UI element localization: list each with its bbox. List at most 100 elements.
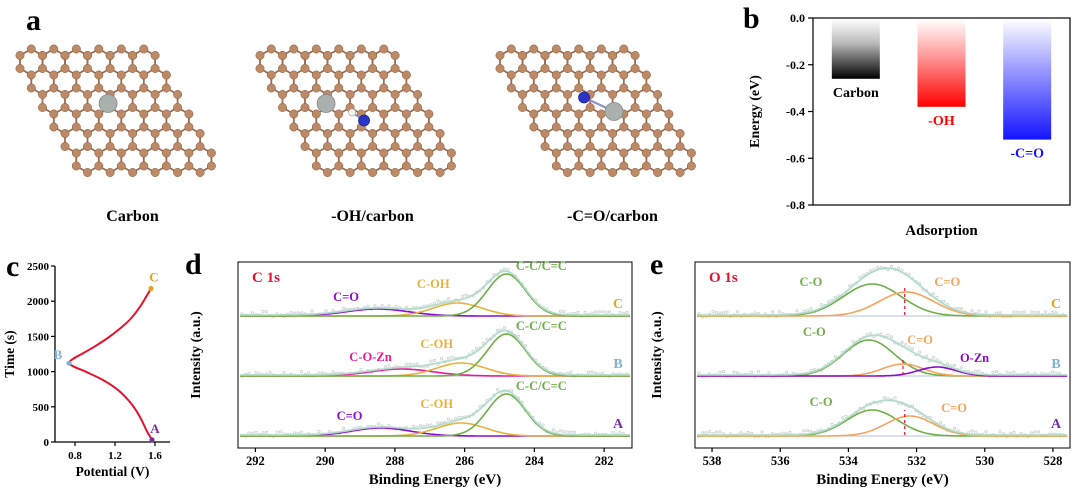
peak-label-C=O: C=O [941,401,967,415]
raw-data-dots-C [697,265,1065,319]
trace-label-C: C [1051,297,1061,312]
peak-label-C=O: C=O [333,290,359,304]
xps-xtick: 538 [703,454,722,468]
panel-e-letter: e [650,248,664,281]
peak-label-C-C/C=C: C-C/C=C [516,259,567,273]
xps-xtick: 530 [975,454,994,468]
lattice-bonds [19,48,213,174]
c-ylabel: Time (s) [2,330,17,377]
c-ytick: 1000 [27,367,50,379]
peak-label-C-O: C-O [810,395,833,409]
energy-bar-3 [1003,19,1052,140]
peak-label-C-O-Zn: C-O-Zn [349,350,391,364]
raw-data-dots-C [240,267,629,319]
c-xlabel: Potential (V) [76,464,150,479]
peak-C-C=O [697,291,1067,317]
trace-label-C: C [613,297,623,312]
xps-xtick: 284 [525,454,545,468]
b-ytick: -0.2 [786,58,805,72]
time-potential-chart: 0 500 1000 1500 2000 2500 0.8 1.2 1.6 A B C Potentia… [2,261,170,479]
panel-a-letter: a [26,4,41,37]
structure-co-carbon [495,44,696,177]
peak-label-C=O: C=O [907,333,933,347]
xps-xtick: 534 [839,454,859,468]
structure-oh-carbon [255,44,456,177]
peak-C-C-C/C=C [240,273,630,317]
c-xtick: 1.6 [148,450,162,462]
marker-label-C: C [149,270,158,285]
panel-d-letter: d [185,248,202,281]
c-ytick: 500 [33,402,50,414]
xps-frame [694,261,1071,449]
atom-Zn [98,94,118,113]
lattice-atoms [15,44,216,177]
xps-xtick: 286 [455,454,474,468]
b-ytick: -0.6 [786,151,805,165]
structure-carbon [15,44,216,177]
panel-a: a Carbon -OH/carbon -C=O/carbon [0,0,735,250]
raw-data-dots-B [697,332,1065,379]
o1s-xps-chart: 538 536 534 532 530 528 Binding Energy (eV) Int… [650,261,1071,488]
xps-xtick: 536 [771,454,790,468]
lattice-bonds [259,48,453,174]
panel-d: d 292 290 288 286 284 282 Binding Energy (eV) I… [180,250,645,498]
c-ytick: 2500 [27,261,50,273]
envelope-C [697,267,1067,316]
c-ytick: 0 [44,437,50,449]
lattice-bonds [499,48,693,174]
b-xlabel: Adsorption [905,223,978,239]
structure-label-carbon: Carbon [106,208,159,225]
b-ylabel: Energy (eV) [748,75,763,148]
peak-B-C-O [697,339,1067,377]
peak-label-C-OH: C-OH [417,277,450,291]
point-B [66,360,72,366]
panel-e: e 538 536 534 532 530 528 Binding Energy (eV) I… [645,250,1080,498]
raw-data-dots-A [697,396,1065,438]
c-ytick: 2000 [27,296,50,308]
xps-xtick: 282 [595,454,614,468]
xps-xtick: 288 [386,454,405,468]
panel-b: b 0.0 -0.2 -0.4 -0.6 -0.8 Carbon -OH -C=O Adsorp… [735,0,1080,250]
c-ytick: 1500 [27,331,50,343]
peak-label-O-Zn: O-Zn [960,351,989,365]
peak-label-C=O: C=O [934,275,960,289]
xps-ylabel: Intensity (a.u.) [189,311,204,399]
trace-label-A: A [1051,417,1062,432]
trace-label-A: A [613,417,624,432]
peak-label-C-OH: C-OH [420,397,453,411]
adsorption-energy-chart: 0.0 -0.2 -0.4 -0.6 -0.8 Carbon -OH -C=O Adsorpti… [748,11,1071,239]
peak-A-C-C/C=C [240,393,630,437]
c1s-xps-chart: 292 290 288 286 284 282 Binding Energy (eV) Int… [189,259,633,488]
bar-label: -C=O [1010,147,1044,162]
structure-label-co-carbon: -C=O/carbon [567,208,658,225]
xps-title: C 1s [252,270,280,286]
point-A [149,437,155,443]
adsorbate-atoms [316,94,370,127]
b-ytick: 0.0 [790,11,805,25]
raw-data-dots-B [240,326,629,378]
atom-O [358,114,370,127]
xps-xtick: 292 [246,454,265,468]
lattice-atoms [255,44,456,177]
trace-label-B: B [613,357,622,372]
panel-b-letter: b [743,2,760,35]
panel-c-letter: c [6,250,20,283]
xps-xlabel: Binding Energy (eV) [369,472,502,488]
peak-B-C-C/C=C [240,333,630,377]
xps-frame [237,261,633,449]
peak-label-C-O: C-O [803,325,826,339]
envelope-B [240,329,630,376]
peak-B-O-Zn [697,366,1067,377]
xps-xtick: 290 [316,454,335,468]
structure-label-oh-carbon: -OH/carbon [331,208,414,225]
energy-bar-1 [831,19,880,79]
peak-label-C-OH: C-OH [420,337,453,351]
atom-O [578,91,590,104]
bar-label: -OH [928,114,955,129]
xps-xlabel: Binding Energy (eV) [816,472,949,488]
cycle-curve [68,288,153,441]
peak-label-C=O: C=O [337,409,363,423]
energy-bar-2 [917,19,966,107]
peak-A-C=O [697,415,1067,437]
peak-label-C-C/C=C: C-C/C=C [516,319,567,333]
